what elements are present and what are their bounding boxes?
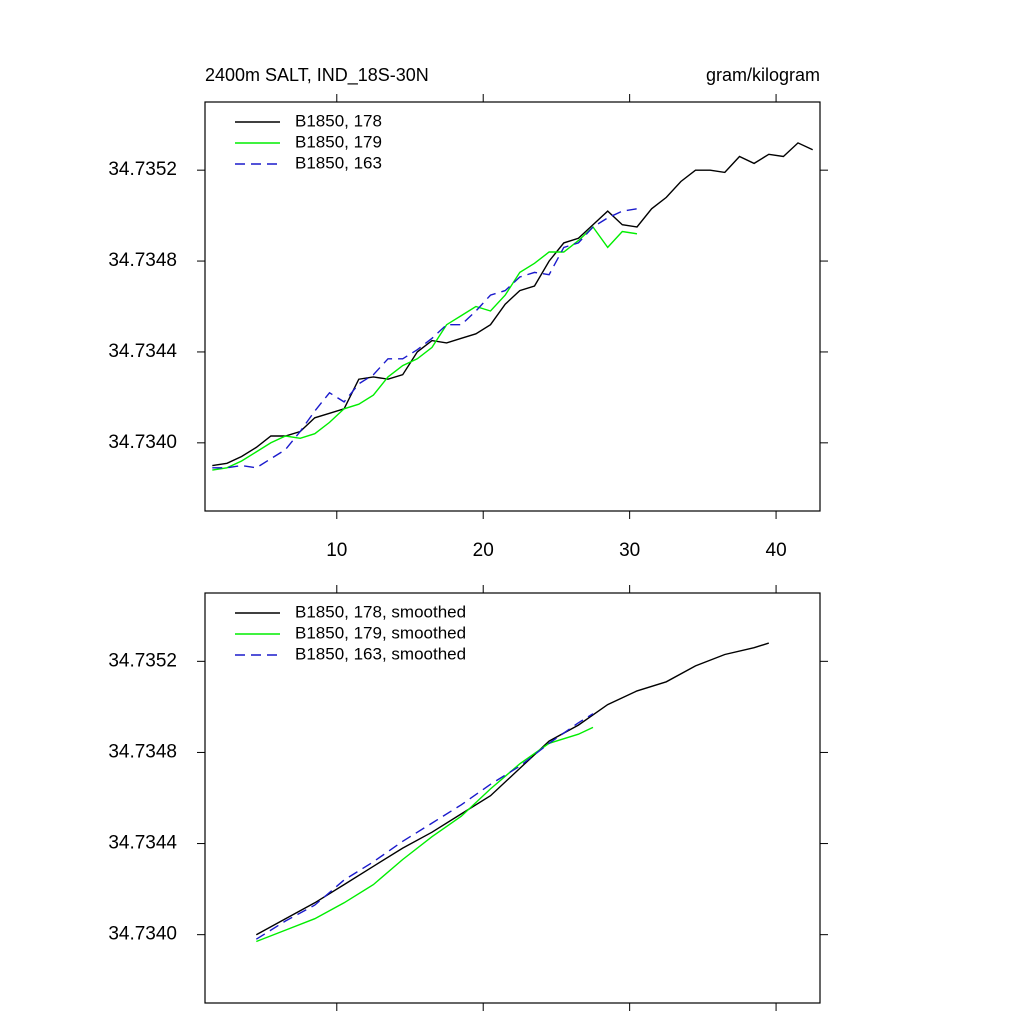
legend-label: B1850, 178, smoothed	[295, 602, 466, 621]
x-tick-label: 20	[473, 540, 494, 561]
legend-label: B1850, 163, smoothed	[295, 644, 466, 663]
y-tick-label: 34.7352	[108, 159, 177, 180]
legend-label: B1850, 179	[295, 132, 382, 151]
y-tick-label: 34.7348	[108, 741, 177, 762]
units-label: gram/kilogram	[706, 65, 820, 85]
series-line	[256, 726, 594, 943]
x-tick-label: 30	[619, 540, 640, 561]
legend-label: B1850, 179, smoothed	[295, 623, 466, 642]
plot-frame	[204, 101, 821, 512]
y-tick-label: 34.7348	[108, 250, 177, 271]
chart-title: 2400m SALT, IND_18S-30N	[205, 65, 429, 86]
series-line	[255, 713, 594, 940]
series-line	[255, 642, 770, 936]
y-tick-label: 34.7344	[108, 341, 177, 362]
y-tick-label: 34.7340	[108, 432, 177, 453]
y-tick-label: 34.7340	[108, 924, 177, 945]
x-tick-label: 10	[326, 540, 347, 561]
plot-frame	[204, 592, 821, 1004]
series-line	[212, 142, 813, 467]
x-tick-label: 40	[766, 540, 787, 561]
legend-label: B1850, 178	[295, 111, 382, 130]
legend-label: B1850, 163	[295, 153, 382, 172]
y-tick-label: 34.7352	[108, 650, 177, 671]
y-tick-label: 34.7344	[108, 833, 177, 854]
series-line	[212, 225, 638, 471]
series-line	[212, 208, 638, 469]
